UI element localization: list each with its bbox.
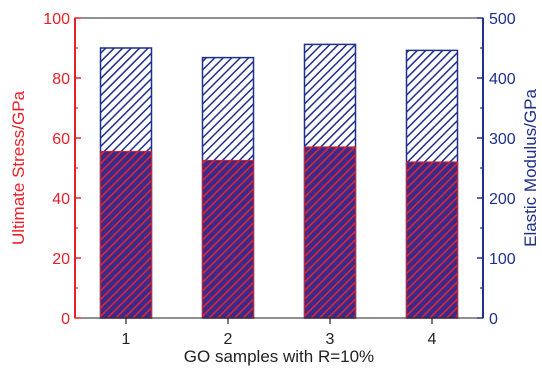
right-tick-label: 300 [489, 131, 516, 148]
bar-ultimate-stress-2 [201, 159, 255, 319]
right-axis-title: Elastic Modulus/GPa [521, 89, 540, 247]
bars-layer [99, 43, 459, 319]
bar-ultimate-stress-4 [405, 161, 459, 319]
left-tick-label: 0 [61, 311, 70, 328]
right-tick-label: 200 [489, 191, 516, 208]
left-tick-label: 20 [52, 251, 70, 268]
x-tick-label: 1 [122, 331, 131, 348]
left-tick-label: 40 [52, 191, 70, 208]
right-tick-label: 500 [489, 11, 516, 28]
x-tick-label: 4 [428, 331, 437, 348]
left-tick-label: 60 [52, 131, 70, 148]
left-tick-label: 100 [43, 11, 70, 28]
bar-ultimate-stress-1 [99, 150, 153, 319]
bar-ultimate-stress-3 [303, 146, 357, 319]
x-axis-title: GO samples with R=10% [184, 347, 374, 366]
x-tick-label: 3 [326, 331, 335, 348]
ticks-layer: 0 20 40 60 80 100 0 100 200 300 400 500 1 2 3 4 [43, 11, 516, 348]
left-tick-label: 80 [52, 71, 70, 88]
left-axis-title: Ultimate Stress/GPa [9, 90, 28, 245]
right-tick-label: 100 [489, 251, 516, 268]
right-tick-label: 400 [489, 71, 516, 88]
x-tick-label: 2 [224, 331, 233, 348]
right-tick-label: 0 [489, 311, 498, 328]
